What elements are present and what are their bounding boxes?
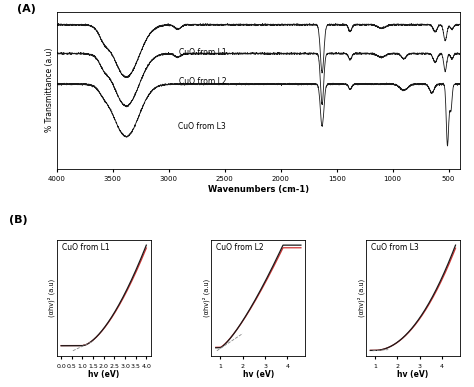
Text: (A): (A) bbox=[17, 4, 36, 14]
Text: CuO from L3: CuO from L3 bbox=[371, 243, 419, 252]
Y-axis label: % Transmittance (a.u): % Transmittance (a.u) bbox=[45, 48, 54, 132]
Text: CuO from L2: CuO from L2 bbox=[179, 77, 226, 86]
X-axis label: Wavenumbers (cm-1): Wavenumbers (cm-1) bbox=[208, 185, 309, 194]
Y-axis label: (αhv)² (a.u): (αhv)² (a.u) bbox=[202, 279, 210, 317]
Y-axis label: (αhv)² (a.u): (αhv)² (a.u) bbox=[357, 279, 365, 317]
Text: (B): (B) bbox=[9, 215, 28, 225]
X-axis label: hv (eV): hv (eV) bbox=[397, 370, 428, 379]
Text: CuO from L3: CuO from L3 bbox=[179, 122, 226, 131]
X-axis label: hv (eV): hv (eV) bbox=[243, 370, 274, 379]
Text: CuO from L1: CuO from L1 bbox=[179, 48, 226, 57]
X-axis label: hv (eV): hv (eV) bbox=[88, 370, 119, 379]
Text: CuO from L2: CuO from L2 bbox=[216, 243, 264, 252]
Text: CuO from L1: CuO from L1 bbox=[62, 243, 109, 252]
Y-axis label: (αhv)² (a.u): (αhv)² (a.u) bbox=[48, 279, 55, 317]
